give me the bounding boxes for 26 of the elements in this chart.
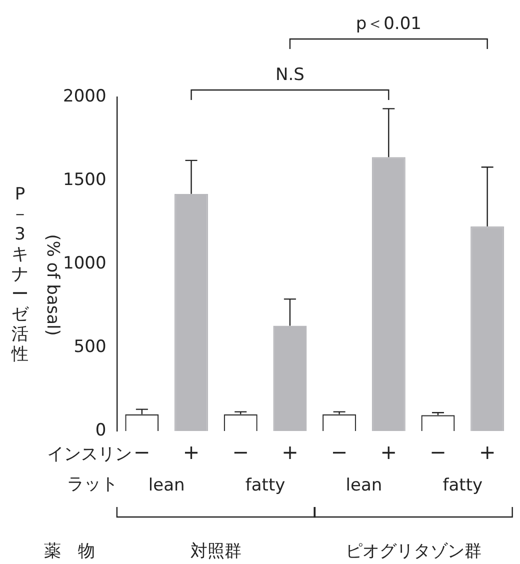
y-tick-label: 2000	[63, 86, 106, 106]
x-tick-label: −	[232, 440, 249, 464]
y-tick-label: 500	[74, 336, 106, 357]
y-tick-label: 1000	[63, 253, 106, 274]
text: p＜0.01	[356, 14, 422, 34]
x-tick-label: −	[430, 440, 446, 464]
text: ラット	[67, 474, 118, 494]
text: N.S	[276, 64, 304, 85]
x-tick-label: −	[134, 440, 150, 464]
text: lean	[148, 475, 185, 496]
text: (% of basal)	[42, 234, 63, 336]
x-tick-label: +	[478, 440, 496, 464]
x-tick-label: +	[182, 440, 200, 464]
text: 薬 物	[44, 541, 95, 562]
text: fatty	[442, 475, 483, 496]
text: P－3キナーゼ活性	[12, 184, 28, 364]
x-tick-label: −	[330, 440, 348, 464]
y-tick-label: 0	[95, 420, 106, 440]
text: ピオグリタゾン群	[345, 541, 482, 562]
x-tick-label: +	[380, 440, 398, 464]
text: インスリン	[47, 444, 132, 464]
text: 対照群	[190, 541, 242, 562]
text: lean	[346, 475, 382, 496]
text: fatty	[245, 475, 286, 496]
x-tick-label: +	[282, 440, 298, 464]
y-tick-label: 1500	[63, 170, 106, 190]
